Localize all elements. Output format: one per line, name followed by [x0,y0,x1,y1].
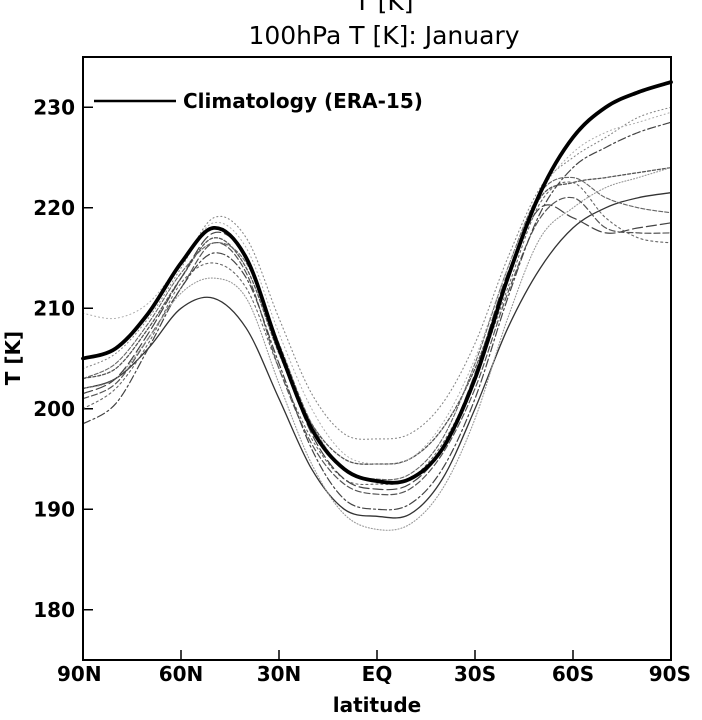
series-line-model-9 [82,204,672,491]
x-axis-ticks: 90N 60N 30N EQ 30S 60S 90S [57,650,691,686]
plot-frame [82,56,672,661]
series-line-model-2 [82,192,672,519]
chart-title: 100hPa T [K]: January [248,21,519,50]
x-tick-label: 30S [454,662,496,686]
x-tick-label: 60N [159,662,204,686]
x-axis-title: latitude [333,693,421,717]
series-line-model-1 [82,166,672,465]
series-line-model-3 [82,196,672,496]
series-line-model-10 [82,111,672,466]
x-tick-label: 60S [552,662,594,686]
legend: Climatology (ERA-15) [94,89,423,113]
series-line-model-5 [82,121,672,511]
legend-label: Climatology (ERA-15) [183,89,423,113]
series-line-climatology [81,80,673,485]
x-tick-label: 90S [649,662,691,686]
x-tick-label: 30N [257,662,302,686]
y-tick-label: 190 [33,497,75,521]
y-tick-label: 200 [33,397,75,421]
y-tick-label: 230 [33,95,75,119]
y-tick-label: 210 [33,296,75,320]
y-tick-label: 220 [33,196,75,220]
series-line-model-6 [82,106,672,440]
y-axis-title: T [K] [1,331,25,385]
y-axis-ticks: 180 190 200 210 220 230 [33,95,93,622]
chart-top-label: T [K] [353,0,413,16]
series-line-model-8 [82,167,672,531]
y-tick-label: 180 [33,598,75,622]
series-layer [81,80,673,531]
series-line-model-4 [82,181,672,486]
x-tick-label: 90N [57,662,102,686]
x-tick-label: EQ [362,662,393,686]
series-line-model-7 [82,176,672,481]
